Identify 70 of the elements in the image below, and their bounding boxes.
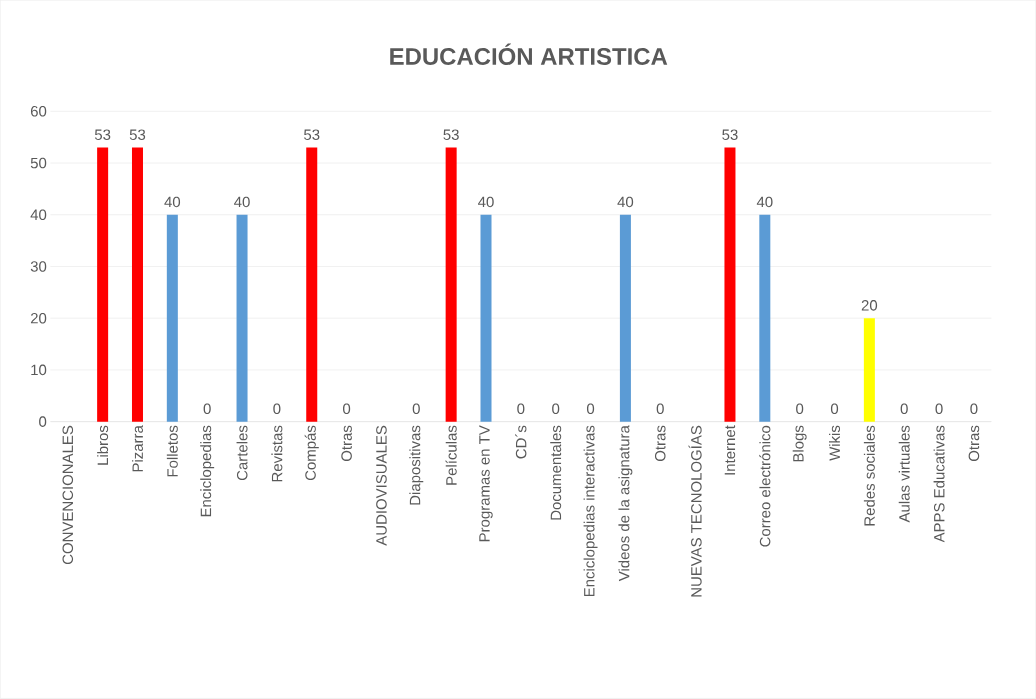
data-label: 20 [861, 300, 878, 311]
data-label: 53 [722, 129, 738, 141]
data-label: 53 [304, 129, 320, 141]
data-label: 40 [234, 196, 250, 208]
data-label: 53 [443, 129, 459, 141]
data-label: 0 [552, 403, 560, 415]
y-tick-label: 60 [30, 106, 47, 117]
bar [619, 214, 631, 422]
data-label: 0 [517, 403, 525, 415]
data-label: 0 [796, 403, 804, 415]
x-tick-label: Compás [304, 425, 319, 481]
bar [863, 318, 875, 422]
y-tick-label: 20 [30, 313, 47, 324]
bar [131, 147, 143, 422]
x-tick-label: CD´s [515, 425, 527, 459]
y-tick-label: 30 [30, 261, 47, 272]
x-tick-label: Enciclopedias [200, 425, 215, 517]
bar [306, 147, 318, 422]
y-tick-label: 50 [30, 157, 47, 169]
data-label: 0 [656, 403, 664, 415]
x-tick-label: Otras [341, 425, 352, 462]
bar [480, 214, 492, 422]
x-tick-label: Enciclopedias interactivas [583, 425, 598, 597]
data-label: 40 [756, 196, 773, 208]
x-tick-label: Revistas [271, 425, 283, 482]
x-tick-label: Correo electrónico [759, 426, 771, 547]
bar [166, 214, 178, 422]
data-label: 53 [94, 129, 111, 141]
x-tick-label: Folletos [166, 425, 178, 477]
x-tick-label: Carteles [236, 425, 248, 481]
x-tick-label: Otras [968, 425, 980, 462]
x-tick-label: Libros [97, 425, 109, 465]
x-tick-label: Internet [724, 425, 736, 475]
data-label: 0 [935, 403, 943, 415]
bar [759, 214, 771, 422]
data-label: 0 [203, 403, 211, 415]
y-tick-label: 40 [30, 209, 47, 221]
data-label: 40 [478, 196, 494, 208]
data-label: 0 [830, 403, 839, 415]
x-tick-label: AUDIOVISUALES [376, 426, 387, 546]
y-tick-label: 10 [31, 364, 47, 376]
x-tick-label: Películas [445, 425, 457, 485]
data-label: 0 [343, 403, 351, 415]
data-label: 0 [900, 403, 908, 415]
x-tick-label: Diapositivas [409, 425, 424, 505]
y-tick-label: 0 [39, 416, 47, 428]
bar [445, 147, 457, 422]
x-tick-label: Videos de la asignatura [618, 425, 633, 582]
x-tick-label: Programas en TV [479, 425, 493, 542]
x-tick-label: CONVENCIONALES [62, 426, 74, 565]
data-label: 0 [273, 403, 281, 415]
bar [236, 214, 248, 422]
x-tick-label: Wikis [829, 425, 841, 462]
x-tick-label: Pizarra [131, 425, 143, 472]
bar [724, 147, 736, 422]
data-label: 0 [586, 403, 595, 415]
x-tick-label: Redes sociales [863, 425, 875, 526]
x-tick-label: NUEVAS TECNOLOGÍAS [688, 426, 702, 597]
bar [97, 147, 109, 422]
x-tick-label: Otras [654, 425, 666, 462]
x-tick-label: Documentales [550, 425, 562, 520]
data-label: 0 [970, 403, 978, 415]
x-tick-label: APPS Educativas [933, 425, 945, 543]
x-tick-label: Blogs [792, 425, 807, 462]
data-label: 0 [412, 403, 420, 415]
x-tick-label: Aulas virtuales [898, 425, 910, 523]
data-label: 40 [617, 196, 634, 208]
data-label: 40 [164, 196, 181, 208]
data-label: 53 [129, 129, 146, 141]
chart-title: EDUCACIÓN ARTISTICA [390, 43, 668, 66]
